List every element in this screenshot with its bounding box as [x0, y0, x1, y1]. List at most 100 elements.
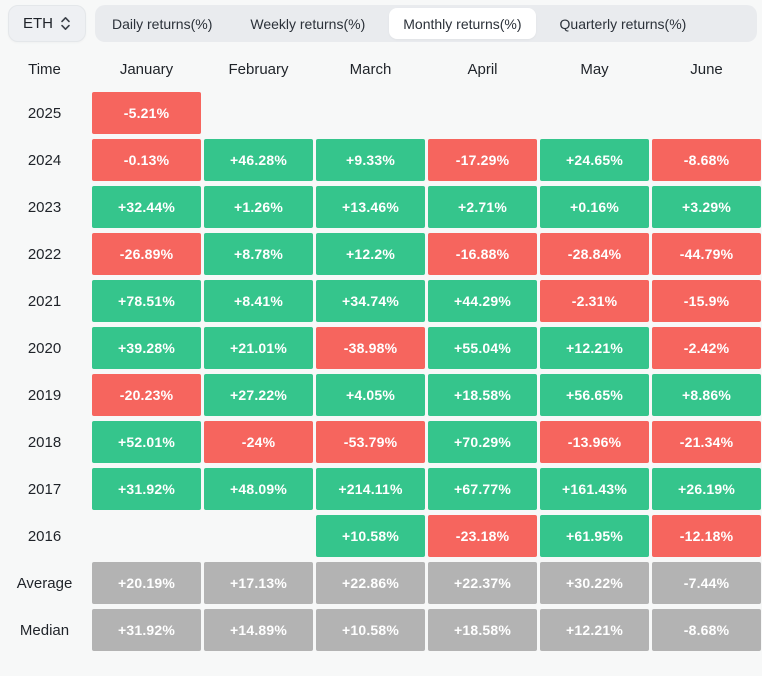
tab-weekly-returns[interactable]: Weekly returns(%) — [236, 8, 379, 39]
tab-quarterly-returns[interactable]: Quarterly returns(%) — [546, 8, 701, 39]
return-cell: +39.28% — [92, 327, 201, 369]
return-cell: +12.21% — [540, 609, 649, 651]
row-label: 2019 — [27, 386, 62, 404]
return-cell: -24% — [204, 421, 313, 463]
return-cell: +46.28% — [204, 139, 313, 181]
return-cell: +31.92% — [92, 609, 201, 651]
return-cell: +55.04% — [428, 327, 537, 369]
return-cell: -5.21% — [92, 92, 201, 134]
return-cell: +12.21% — [540, 327, 649, 369]
return-cell: +8.41% — [204, 280, 313, 322]
return-cell — [540, 92, 649, 134]
return-cell: +1.26% — [204, 186, 313, 228]
returns-period-tabs: Daily returns(%) Weekly returns(%) Monthly… — [95, 5, 757, 42]
return-cell: +44.29% — [428, 280, 537, 322]
return-cell: +24.65% — [540, 139, 649, 181]
return-cell: +17.13% — [204, 562, 313, 604]
return-cell: +4.05% — [316, 374, 425, 416]
return-cell: -2.42% — [652, 327, 761, 369]
return-cell — [204, 92, 313, 134]
column-header-april: April — [467, 61, 498, 78]
return-cell: +30.22% — [540, 562, 649, 604]
row-label: Average — [16, 574, 73, 592]
return-cell: +9.33% — [316, 139, 425, 181]
return-cell: +22.37% — [428, 562, 537, 604]
return-cell: +20.19% — [92, 562, 201, 604]
return-cell: +3.29% — [652, 186, 761, 228]
return-cell: -28.84% — [540, 233, 649, 275]
return-cell: +18.58% — [428, 374, 537, 416]
return-cell: -21.34% — [652, 421, 761, 463]
return-cell: +14.89% — [204, 609, 313, 651]
return-cell: +48.09% — [204, 468, 313, 510]
return-cell: -2.31% — [540, 280, 649, 322]
row-label: 2025 — [27, 104, 62, 122]
row-label: 2022 — [27, 245, 62, 263]
return-cell: +67.77% — [428, 468, 537, 510]
return-cell — [428, 92, 537, 134]
return-cell: -38.98% — [316, 327, 425, 369]
coin-selector[interactable]: ETH — [8, 5, 86, 42]
coin-selector-label: ETH — [23, 15, 53, 32]
return-cell: +8.86% — [652, 374, 761, 416]
return-cell — [316, 92, 425, 134]
row-label: 2020 — [27, 339, 62, 357]
return-cell: +78.51% — [92, 280, 201, 322]
return-cell: +10.58% — [316, 515, 425, 557]
returns-table: Time January February March April May Ju… — [0, 52, 762, 651]
chevron-updown-icon — [61, 17, 70, 30]
return-cell: +31.92% — [92, 468, 201, 510]
return-cell: +12.2% — [316, 233, 425, 275]
return-cell: +52.01% — [92, 421, 201, 463]
return-cell: +27.22% — [204, 374, 313, 416]
return-cell: +2.71% — [428, 186, 537, 228]
return-cell: +10.58% — [316, 609, 425, 651]
return-cell: -16.88% — [428, 233, 537, 275]
return-cell: +34.74% — [316, 280, 425, 322]
return-cell: -23.18% — [428, 515, 537, 557]
return-cell: +18.58% — [428, 609, 537, 651]
row-label: 2016 — [27, 527, 62, 545]
tab-monthly-returns[interactable]: Monthly returns(%) — [389, 8, 536, 39]
return-cell: +56.65% — [540, 374, 649, 416]
return-cell: -15.9% — [652, 280, 761, 322]
column-header-june: June — [690, 61, 723, 78]
return-cell: -0.13% — [92, 139, 201, 181]
return-cell: -12.18% — [652, 515, 761, 557]
return-cell: +26.19% — [652, 468, 761, 510]
row-label: 2017 — [27, 480, 62, 498]
row-label: 2021 — [27, 292, 62, 310]
return-cell: -17.29% — [428, 139, 537, 181]
return-cell — [652, 92, 761, 134]
return-cell: -8.68% — [652, 139, 761, 181]
return-cell: +32.44% — [92, 186, 201, 228]
column-header-march: March — [349, 61, 392, 78]
return-cell: +22.86% — [316, 562, 425, 604]
return-cell: -53.79% — [316, 421, 425, 463]
row-label: 2024 — [27, 151, 62, 169]
top-bar: ETH Daily returns(%) Weekly returns(%) Mon… — [0, 0, 762, 42]
return-cell: +13.46% — [316, 186, 425, 228]
return-cell — [92, 515, 201, 557]
return-cell: +214.11% — [316, 468, 425, 510]
column-header-february: February — [228, 61, 289, 78]
return-cell: -13.96% — [540, 421, 649, 463]
row-label: 2018 — [27, 433, 62, 451]
column-header-january: January — [119, 61, 174, 78]
return-cell: +0.16% — [540, 186, 649, 228]
column-header-may: May — [580, 61, 609, 78]
return-cell: +70.29% — [428, 421, 537, 463]
row-label: Median — [19, 621, 70, 639]
return-cell: -7.44% — [652, 562, 761, 604]
tab-daily-returns[interactable]: Daily returns(%) — [98, 8, 226, 39]
return-cell: +161.43% — [540, 468, 649, 510]
return-cell: -44.79% — [652, 233, 761, 275]
return-cell: +61.95% — [540, 515, 649, 557]
return-cell: -20.23% — [92, 374, 201, 416]
return-cell: +8.78% — [204, 233, 313, 275]
monthly-returns-widget: ETH Daily returns(%) Weekly returns(%) Mon… — [0, 0, 762, 651]
return-cell: -8.68% — [652, 609, 761, 651]
return-cell: +21.01% — [204, 327, 313, 369]
column-header-time: Time — [28, 61, 61, 78]
row-label: 2023 — [27, 198, 62, 216]
